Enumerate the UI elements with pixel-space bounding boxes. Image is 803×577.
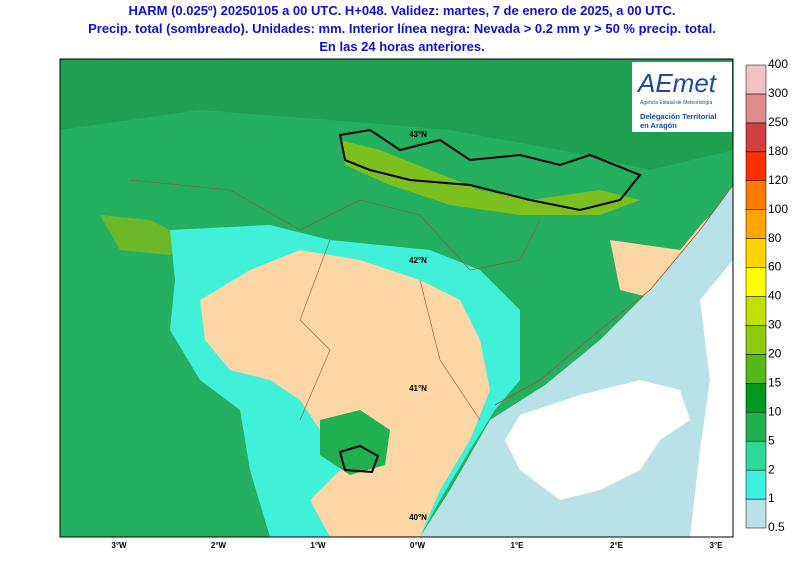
borders	[129, 179, 541, 421]
snow-contour	[338, 444, 380, 474]
map: 43°N 42°N 41°N 40°N 3°W 2°W 1°W 0°W 1°E 2°E 3°E AE…	[59, 58, 734, 550]
colorbar-box	[745, 151, 767, 181]
colorbar-box	[745, 498, 767, 529]
colorbar-label: 20	[768, 347, 782, 361]
lat-label: 42°N	[409, 256, 427, 265]
lon-label: 1°W	[310, 541, 326, 550]
colorbar-label: 10	[768, 404, 782, 418]
lon-label: 2°W	[211, 541, 227, 550]
lon-label: 2°E	[610, 541, 624, 550]
colorbar-label: 2	[768, 462, 775, 476]
colorbar-label: 400	[768, 57, 788, 71]
colorbar-label: 100	[768, 202, 788, 216]
colorbar-box	[745, 209, 767, 239]
sea	[505, 260, 733, 537]
colorbar-box	[745, 469, 767, 500]
colorbar-label: 1	[768, 491, 775, 505]
logo-box	[632, 62, 732, 132]
colorbar: 0.5 1 2 5 10 15 20 30 40 60 80 100 120 180 250 300 400	[745, 57, 788, 534]
title-line: En las 24 horas anteriores.	[319, 39, 484, 54]
colorbar-label: 60	[768, 260, 782, 274]
colorbar-box	[745, 267, 767, 297]
precip-coast	[420, 185, 733, 537]
lat-label: 43°N	[409, 130, 427, 139]
precip-south	[320, 410, 390, 475]
colorbar-label: 5	[768, 433, 775, 447]
lon-label: 0°W	[410, 541, 426, 550]
title-line: Precip. total (sombreado). Unidades: mm.…	[88, 21, 716, 36]
colorbar-label: 30	[768, 318, 782, 332]
logo-agency: Agencia Estatal de Meteorología	[640, 100, 712, 106]
lat-label: 40°N	[409, 513, 427, 522]
map-frame	[59, 58, 734, 538]
colorbar-box	[745, 180, 767, 210]
colorbar-label: 15	[768, 375, 782, 389]
graticule-labels: 43°N 42°N 41°N 40°N 3°W 2°W 1°W 0°W 1°E 2°E 3°E	[111, 130, 723, 550]
logo-office: Delegación Territorial	[640, 112, 717, 121]
lon-label: 3°E	[710, 541, 724, 550]
lon-label: 3°W	[111, 541, 127, 550]
colorbar-box	[745, 325, 767, 355]
colorbar-box	[745, 122, 767, 153]
colorbar-box	[745, 296, 767, 326]
colorbar-label: 80	[768, 231, 782, 245]
colorbar-box	[745, 440, 767, 471]
colorbar-label: 0.5	[768, 520, 785, 534]
precip-pyrenees	[340, 140, 640, 215]
colorbar-box	[745, 412, 767, 442]
colorbar-label: 180	[768, 144, 788, 158]
colorbar-label: 250	[768, 115, 788, 129]
colorbar-label: 300	[768, 86, 788, 100]
colorbar-box	[745, 354, 767, 384]
lat-label: 41°N	[409, 384, 427, 393]
logo-office: en Aragón	[640, 121, 677, 130]
dry-ebro	[200, 250, 490, 537]
colorbar-box	[745, 238, 767, 268]
colorbar-box	[745, 93, 767, 124]
colorbar-label: 40	[768, 289, 782, 303]
logo-brand: AEmet	[636, 68, 718, 98]
snow-contour	[338, 128, 642, 212]
colorbar-box	[745, 383, 767, 413]
colorbar-label: 120	[768, 173, 788, 187]
precip-west	[100, 215, 190, 255]
map-field	[60, 59, 733, 537]
lon-label: 1°E	[511, 541, 525, 550]
coastline	[494, 184, 733, 406]
colorbar-box	[745, 64, 767, 95]
title-line: HARM (0.025º) 20250105 a 00 UTC. H+048. …	[128, 3, 675, 18]
precip-north	[60, 59, 733, 170]
